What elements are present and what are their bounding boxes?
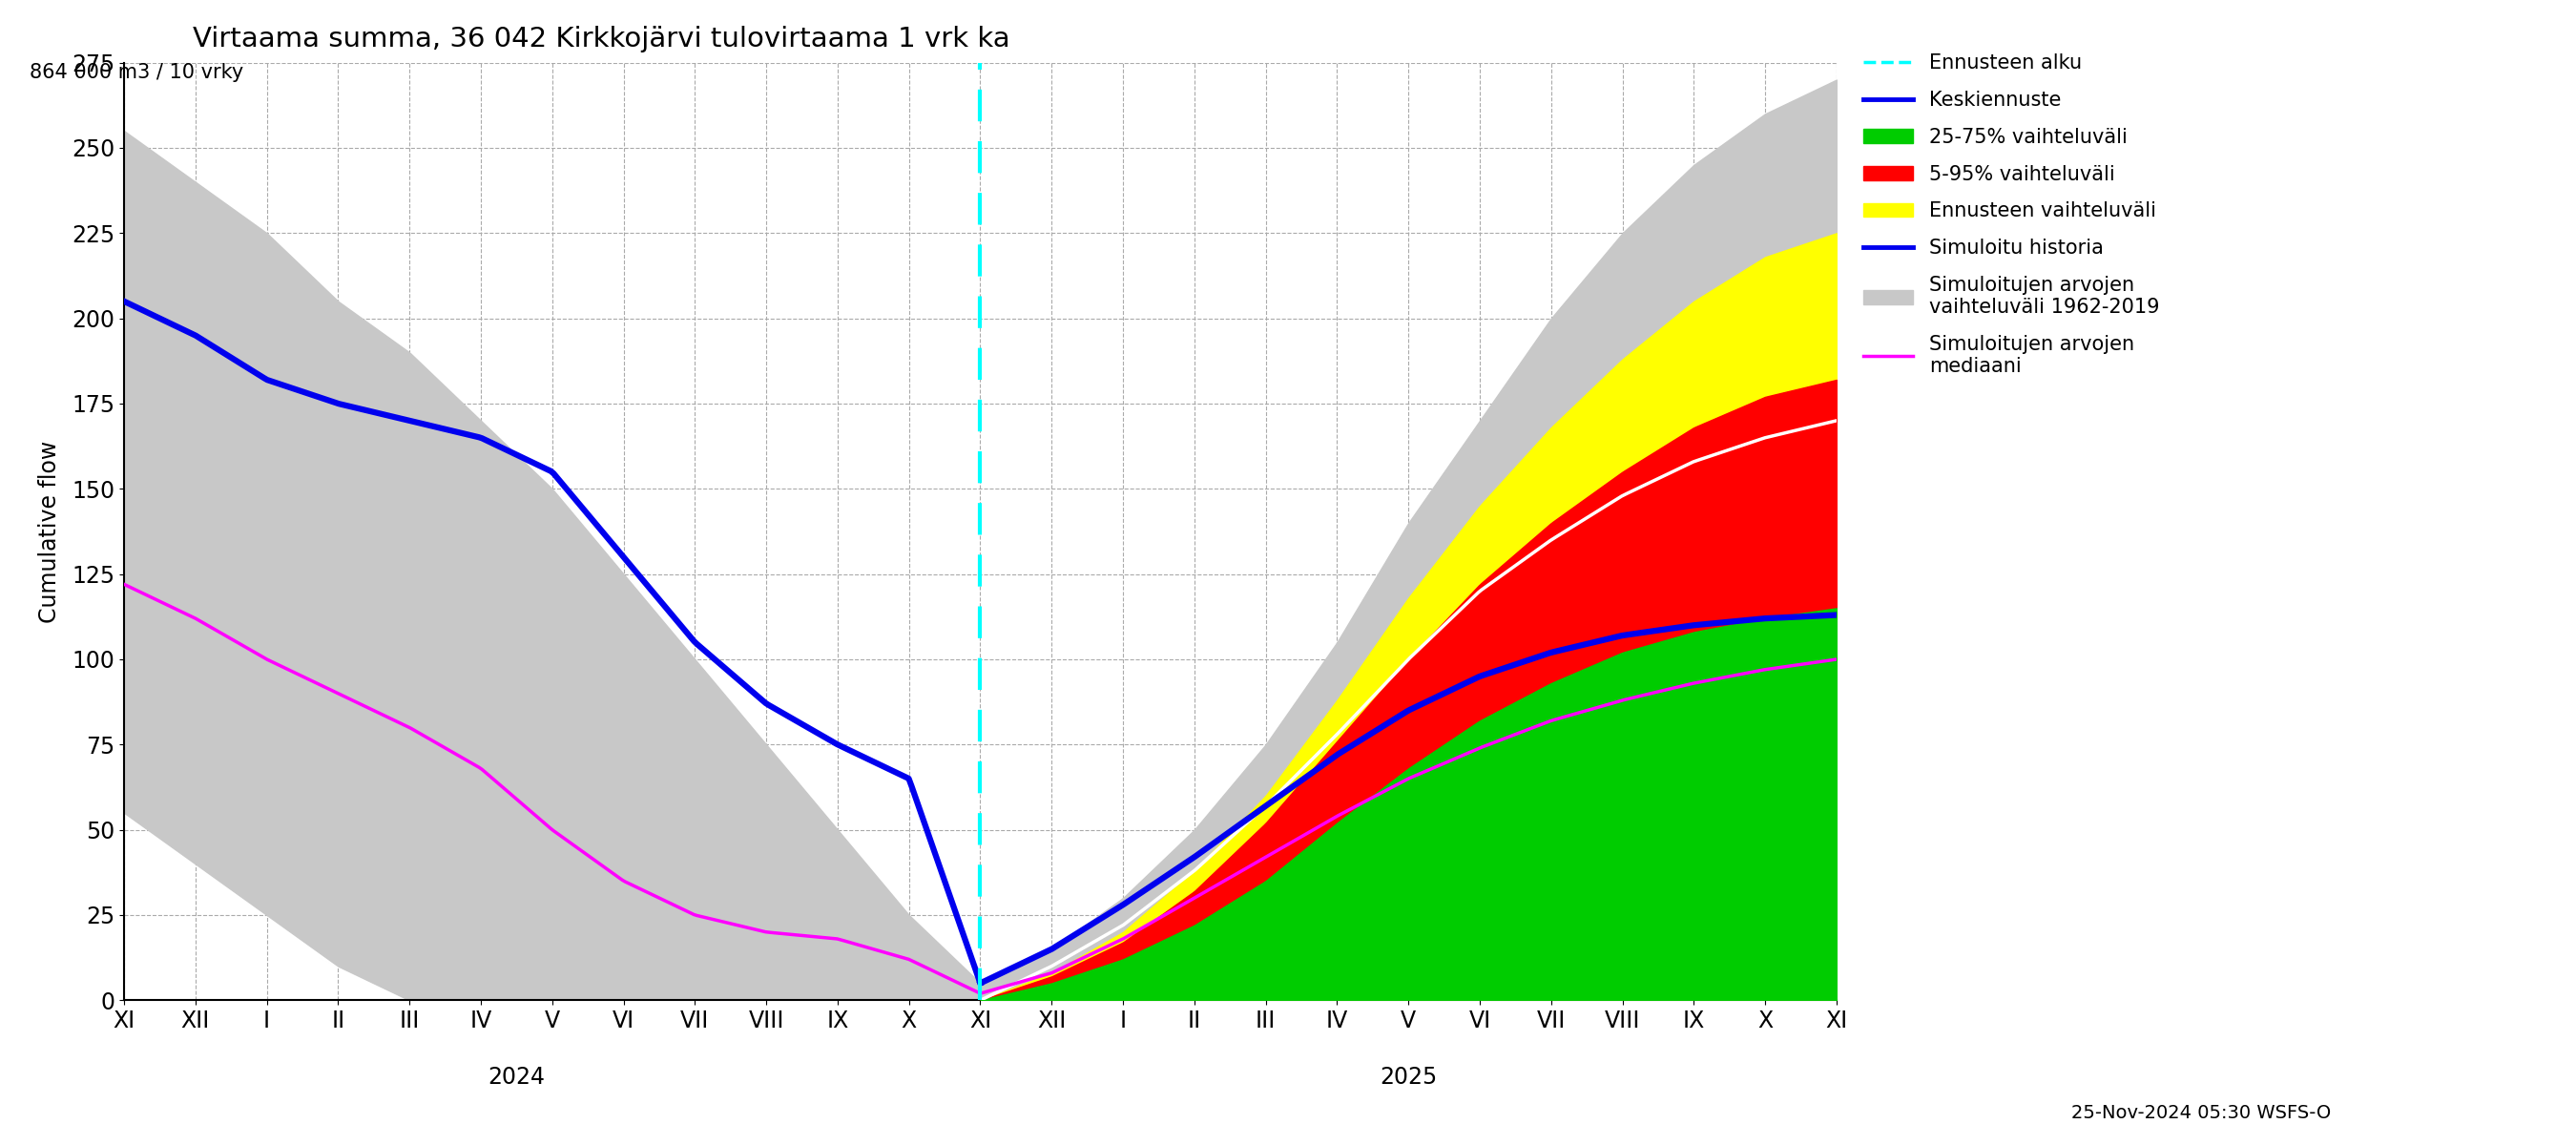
Y-axis label: Cumulative flow: Cumulative flow <box>39 440 62 623</box>
Text: 2025: 2025 <box>1381 1066 1437 1089</box>
Text: 864 000 m3 / 10 vrky: 864 000 m3 / 10 vrky <box>31 63 245 81</box>
Text: 2024: 2024 <box>487 1066 546 1089</box>
Text: Virtaama summa, 36 042 Kirkkojärvi tulovirtaama 1 vrk ka: Virtaama summa, 36 042 Kirkkojärvi tulov… <box>193 25 1010 53</box>
Text: 25-Nov-2024 05:30 WSFS-O: 25-Nov-2024 05:30 WSFS-O <box>2071 1104 2331 1122</box>
Legend: Ennusteen alku, Keskiennuste, 25-75% vaihteluväli, 5-95% vaihteluväli, Ennusteen: Ennusteen alku, Keskiennuste, 25-75% vai… <box>1862 54 2159 376</box>
